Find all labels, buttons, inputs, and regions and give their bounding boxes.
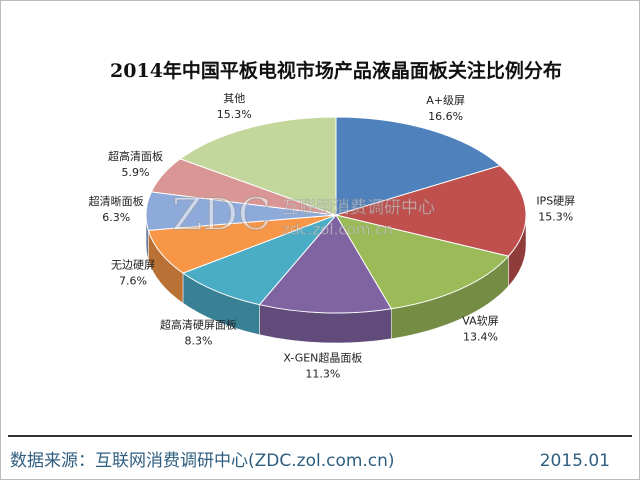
category-label: 超高清硬屏面板 <box>160 318 237 332</box>
value-label: 15.3% <box>538 210 573 223</box>
slice <box>334 214 510 310</box>
chart-title: 2014年中国平板电视市场产品液晶面板关注比例分布 <box>110 59 562 82</box>
date: 2015.01 <box>540 451 610 471</box>
watermark-url: zdc.zol.com.cn <box>282 221 393 239</box>
category-label: A+级屏 <box>426 94 465 107</box>
category-label: 超高清面板 <box>108 149 163 163</box>
category-label: 其他 <box>223 92 245 105</box>
watermark: ZDC 互联网消费调研中心 zdc.zol.com.cn <box>172 189 436 241</box>
slice <box>179 116 337 216</box>
category-label: VA软屏 <box>462 314 498 328</box>
value-label: 16.6% <box>428 110 463 123</box>
slice <box>334 165 527 257</box>
value-label: 15.3% <box>217 108 252 121</box>
value-label: 7.6% <box>119 275 147 288</box>
value-label: 5.9% <box>122 166 150 179</box>
slice <box>335 116 502 216</box>
value-label: 13.4% <box>463 331 498 344</box>
value-label: 6.3% <box>102 211 130 224</box>
category-label: 超清晰面板 <box>89 194 144 208</box>
value-label: 8.3% <box>184 335 212 348</box>
watermark-name: 互联网消费调研中心 <box>282 198 435 218</box>
source: 数据来源：互联网消费调研中心(ZDC.zol.com.cn) <box>10 451 395 471</box>
pie: A+级屏 16.6% IPS硬屏 15.3% VA软屏 13.4% X-GEN超晶面板 11.… <box>89 92 576 381</box>
slice <box>181 214 337 306</box>
slice <box>258 214 393 314</box>
value-label: 11.3% <box>305 368 340 381</box>
watermark-logo: ZDC <box>172 190 272 241</box>
category-label: IPS硬屏 <box>536 194 575 207</box>
category-label: 无边硬屏 <box>111 259 155 272</box>
category-label: X-GEN超晶面板 <box>283 351 362 365</box>
